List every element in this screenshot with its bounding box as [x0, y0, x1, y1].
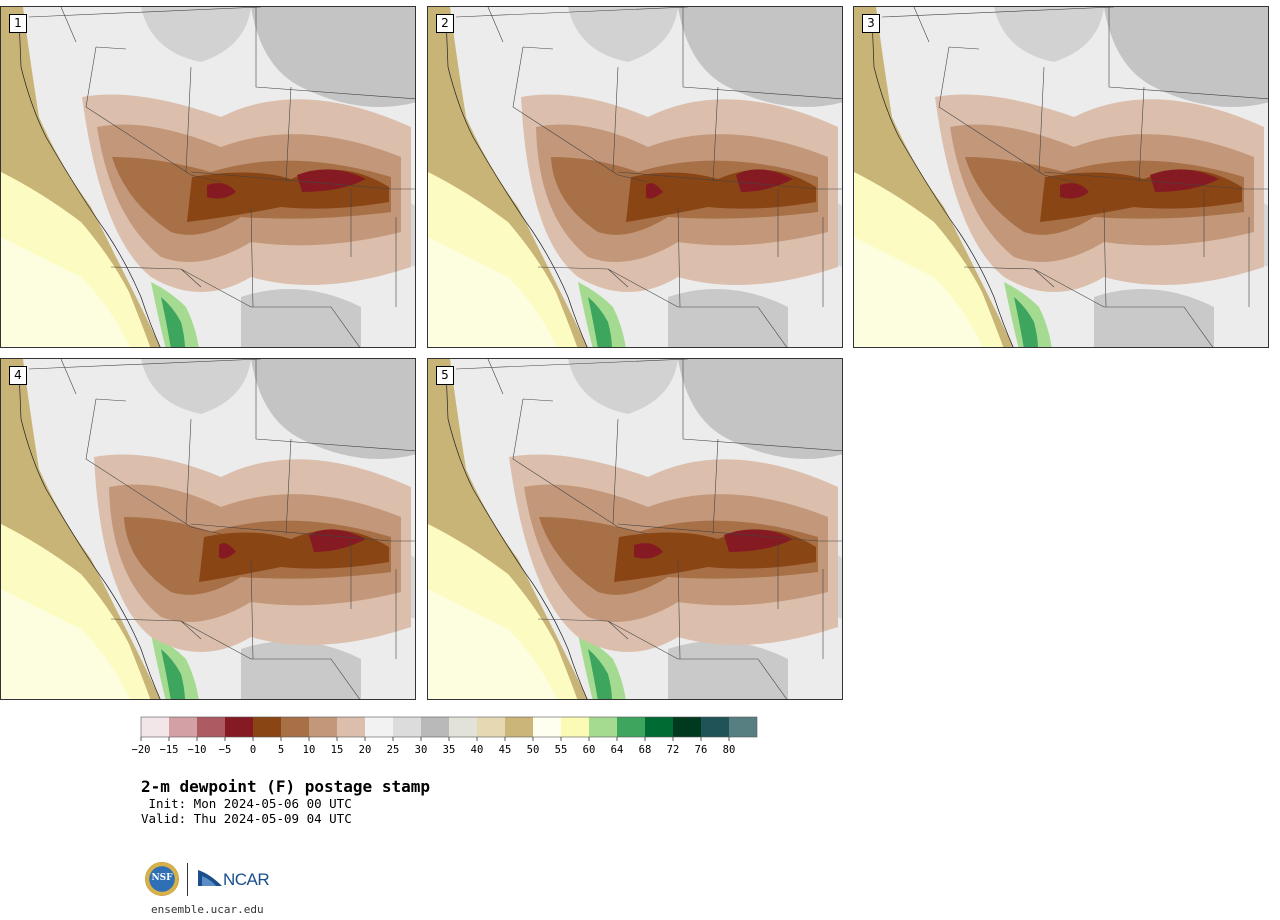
plot-title: 2-m dewpoint (F) postage stamp — [141, 777, 430, 796]
ncar-logo-mark — [198, 870, 222, 886]
colorbar-tick-label: 25 — [387, 744, 400, 756]
colorbar-swatch — [701, 717, 729, 737]
colorbar-swatch — [449, 717, 477, 737]
dewpoint-map — [428, 359, 842, 699]
map-panel-5: 5 — [427, 358, 843, 700]
colorbar-tick-label: 20 — [359, 744, 372, 756]
logo-divider — [187, 863, 188, 896]
nsf-logo: NSF — [145, 862, 179, 896]
panel-number-label: 1 — [9, 14, 27, 33]
colorbar-tick-label: −20 — [132, 744, 151, 756]
colorbar-swatch — [673, 717, 701, 737]
colorbar-swatch — [421, 717, 449, 737]
colorbar-swatch — [141, 717, 169, 737]
colorbar-tick-label: 76 — [695, 744, 708, 756]
map-panel-1: 1 — [0, 6, 416, 348]
panel-number-label: 3 — [862, 14, 880, 33]
colorbar-tick-label: 5 — [278, 744, 284, 756]
dewpoint-map — [854, 7, 1268, 347]
colorbar-tick-label: 64 — [611, 744, 624, 756]
map-panel-4: 4 — [0, 358, 416, 700]
colorbar-swatch — [169, 717, 197, 737]
panel-number-label: 4 — [9, 366, 27, 385]
colorbar-swatch — [393, 717, 421, 737]
map-panel-2: 2 — [427, 6, 843, 348]
colorbar-swatch — [561, 717, 589, 737]
colorbar-tick-label: 35 — [443, 744, 456, 756]
colorbar-tick-label: 10 — [303, 744, 316, 756]
colorbar-tick-label: 15 — [331, 744, 344, 756]
colorbar-swatch — [617, 717, 645, 737]
colorbar-swatch — [505, 717, 533, 737]
footer-url: ensemble.ucar.edu — [151, 903, 264, 916]
colorbar-tick-label: 50 — [527, 744, 540, 756]
colorbar-tick-label: 80 — [723, 744, 736, 756]
colorbar-swatch — [253, 717, 281, 737]
colorbar-swatch — [365, 717, 393, 737]
colorbar-swatch — [309, 717, 337, 737]
colorbar-swatch — [645, 717, 673, 737]
colorbar-tick-label: −15 — [160, 744, 179, 756]
init-time: Init: Mon 2024-05-06 00 UTC — [141, 796, 352, 811]
colorbar-tick-label: 30 — [415, 744, 428, 756]
colorbar-swatch — [533, 717, 561, 737]
valid-time: Valid: Thu 2024-05-09 04 UTC — [141, 811, 352, 826]
colorbar-tick-label: 72 — [667, 744, 680, 756]
colorbar-tick-label: 68 — [639, 744, 652, 756]
colorbar-swatch — [729, 717, 757, 737]
colorbar-tick-label: −10 — [188, 744, 207, 756]
colorbar-tick-label: −5 — [219, 744, 232, 756]
colorbar-swatch — [589, 717, 617, 737]
colorbar-swatch — [197, 717, 225, 737]
dewpoint-map — [428, 7, 842, 347]
map-panel-3: 3 — [853, 6, 1269, 348]
dewpoint-map — [1, 359, 415, 699]
colorbar-tick-label: 60 — [583, 744, 596, 756]
colorbar-tick-label: 55 — [555, 744, 568, 756]
colorbar-tick-label: 45 — [499, 744, 512, 756]
colorbar-tick-label: 0 — [250, 744, 256, 756]
dewpoint-map — [1, 7, 415, 347]
colorbar-swatch — [281, 717, 309, 737]
colorbar-swatch — [225, 717, 253, 737]
panel-number-label: 2 — [436, 14, 454, 33]
ncar-logo: NCAR — [223, 870, 270, 889]
colorbar-tick-label: 40 — [471, 744, 484, 756]
colorbar-swatch — [477, 717, 505, 737]
colorbar: −20 −15 −10 −5 0 5 10 15 20 25 30 35 40 45 50 55 60 64 68 7… — [132, 716, 758, 756]
panel-number-label: 5 — [436, 366, 454, 385]
colorbar-swatch — [337, 717, 365, 737]
